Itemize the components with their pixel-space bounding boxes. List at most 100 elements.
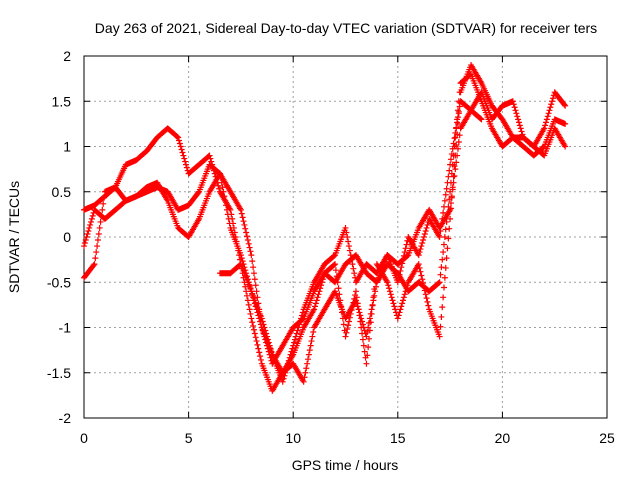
data-point xyxy=(302,369,309,376)
data-point xyxy=(451,135,458,142)
data-point xyxy=(562,120,569,127)
data-point xyxy=(515,116,522,123)
data-point xyxy=(179,149,186,156)
data-point xyxy=(175,134,182,141)
data-point xyxy=(345,318,352,325)
x-axis-label: GPS time / hours xyxy=(292,457,399,473)
data-point xyxy=(176,140,183,147)
data-point xyxy=(356,309,363,316)
data-point xyxy=(81,243,87,250)
data-point xyxy=(452,129,459,136)
data-point xyxy=(293,330,300,337)
data-point xyxy=(353,294,360,301)
data-point xyxy=(449,186,456,193)
data-point xyxy=(397,267,404,274)
data-point xyxy=(450,173,457,180)
data-point xyxy=(512,107,519,114)
data-point xyxy=(340,321,347,328)
data-point xyxy=(421,287,428,294)
data-point xyxy=(177,143,184,150)
data-point xyxy=(449,145,456,152)
data-point xyxy=(195,189,202,196)
data-point xyxy=(264,336,271,343)
data-point xyxy=(384,279,391,286)
data-point xyxy=(448,193,455,200)
y-tick-label: 0.5 xyxy=(52,184,72,200)
data-point xyxy=(244,292,251,299)
data-point xyxy=(250,326,257,333)
data-point xyxy=(207,155,214,162)
data-point xyxy=(444,179,451,186)
data-point xyxy=(541,125,548,132)
data-point xyxy=(447,215,454,222)
data-point xyxy=(518,128,525,135)
data-point xyxy=(416,249,423,256)
data-point xyxy=(300,378,307,385)
data-point xyxy=(454,114,461,121)
data-point xyxy=(511,104,518,111)
data-point xyxy=(418,243,425,250)
data-point xyxy=(549,95,556,102)
data-point xyxy=(85,227,92,234)
y-tick-label: -1 xyxy=(59,320,72,336)
data-point xyxy=(396,309,403,316)
data-point xyxy=(420,234,427,240)
data-point xyxy=(455,138,462,145)
data-point xyxy=(290,342,297,349)
data-point xyxy=(387,291,394,298)
data-point xyxy=(295,324,302,331)
data-point xyxy=(245,301,252,308)
data-point xyxy=(423,224,430,231)
data-point xyxy=(176,137,183,144)
data-point xyxy=(400,297,407,304)
data-point xyxy=(445,235,452,242)
data-point xyxy=(437,323,444,330)
data-point xyxy=(216,185,223,192)
data-point xyxy=(438,264,445,271)
data-point xyxy=(420,280,427,287)
data-point xyxy=(397,306,404,313)
data-point xyxy=(447,161,454,168)
data-point xyxy=(540,144,547,151)
data-point xyxy=(456,132,463,139)
data-point xyxy=(359,318,366,325)
data-point xyxy=(363,333,370,340)
data-point xyxy=(444,245,451,252)
data-point xyxy=(248,252,255,259)
data-point xyxy=(305,351,312,358)
data-point xyxy=(477,115,484,122)
data-point xyxy=(94,243,101,250)
data-point xyxy=(366,315,373,322)
data-point xyxy=(263,330,270,337)
data-point xyxy=(305,356,312,363)
series-3 xyxy=(81,89,569,385)
data-point xyxy=(286,354,293,361)
data-point xyxy=(219,184,226,191)
data-point xyxy=(223,206,230,213)
data-point xyxy=(561,101,568,108)
data-point xyxy=(253,338,260,345)
data-point xyxy=(456,103,463,110)
x-tick-label: 20 xyxy=(495,430,511,446)
data-point xyxy=(257,353,264,360)
y-tick-label: 0 xyxy=(63,229,71,245)
data-point xyxy=(424,298,431,305)
data-point xyxy=(366,319,373,326)
data-point xyxy=(562,102,569,109)
data-point xyxy=(87,218,94,225)
data-point xyxy=(100,200,107,207)
data-point xyxy=(182,161,189,168)
chart-title: Day 263 of 2021, Sidereal Day-to-day VTE… xyxy=(95,20,597,36)
data-point xyxy=(238,210,245,217)
data-point xyxy=(515,119,522,126)
data-point xyxy=(451,172,458,179)
data-point xyxy=(367,310,374,317)
data-point xyxy=(454,145,461,152)
data-point xyxy=(519,131,526,138)
data-point xyxy=(258,315,265,322)
data-point xyxy=(398,303,405,310)
data-point xyxy=(313,297,320,304)
data-point xyxy=(291,336,298,343)
data-point xyxy=(349,261,356,268)
